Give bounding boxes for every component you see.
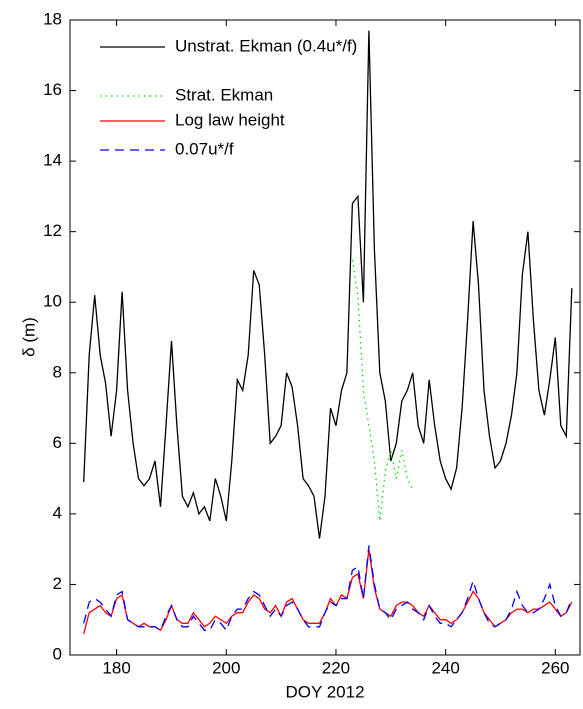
- y-tick-label: 16: [43, 80, 62, 99]
- data-line: [83, 30, 573, 539]
- plot-frame: [69, 19, 581, 656]
- data-line: [83, 545, 573, 632]
- legend-label: Unstrat. Ekman (0.4u*/f): [175, 36, 357, 55]
- legend-label: 0.07u*/f: [175, 139, 234, 158]
- y-tick-label: 4: [53, 503, 62, 522]
- y-tick-label: 14: [43, 151, 62, 170]
- x-tick-label: 240: [431, 658, 459, 677]
- y-tick-label: 12: [43, 221, 62, 240]
- x-tick-label: 180: [102, 658, 130, 677]
- y-tick-label: 10: [43, 292, 62, 311]
- x-tick-label: 260: [541, 658, 569, 677]
- data-line: [83, 549, 573, 634]
- data-line: [351, 259, 414, 521]
- y-tick-label: 2: [53, 574, 62, 593]
- y-axis-label: δ (m): [19, 317, 38, 357]
- x-axis-label: DOY 2012: [285, 682, 364, 701]
- legend-label: Strat. Ekman: [175, 85, 273, 104]
- y-tick-label: 0: [53, 644, 62, 663]
- x-tick-label: 220: [322, 658, 350, 677]
- y-tick-label: 6: [53, 433, 62, 452]
- y-tick-label: 18: [43, 9, 62, 28]
- x-tick-label: 200: [212, 658, 240, 677]
- y-tick-label: 8: [53, 362, 62, 381]
- legend-label: Log law height: [175, 110, 285, 129]
